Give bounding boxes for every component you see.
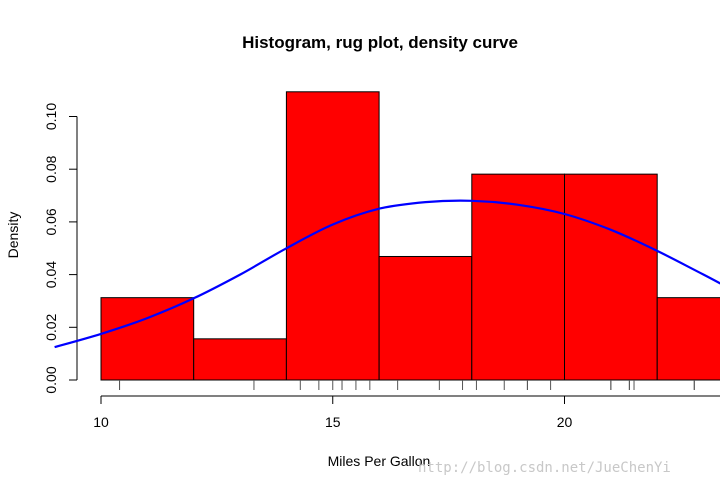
y-axis-label: Density [5, 212, 21, 259]
histogram-bar [285, 91, 380, 381]
x-tick-label: 20 [557, 414, 573, 430]
y-axis: 0.00 0.02 0.04 0.06 0.08 0.10 [43, 103, 78, 394]
histogram-bar [378, 255, 473, 381]
density-curve-group [54, 199, 720, 349]
histogram-bar [100, 297, 195, 381]
y-tick-label: 0.02 [43, 313, 59, 340]
y-tick-label: 0.06 [43, 208, 59, 235]
histogram-bar [193, 338, 287, 381]
y-tick-label: 0.00 [43, 366, 59, 393]
watermark-text: http://blog.csdn.net/JueChenYi [418, 460, 671, 476]
y-tick-label: 0.08 [43, 155, 59, 182]
y-tick-label: 0.10 [43, 103, 59, 130]
x-tick-label: 10 [93, 414, 109, 430]
density-curve [54, 199, 720, 349]
x-axis-label: Miles Per Gallon [328, 453, 431, 469]
x-tick-label: 15 [325, 414, 341, 430]
y-tick-label: 0.04 [43, 261, 59, 288]
histogram-bar [564, 173, 658, 381]
rug-plot [119, 380, 695, 390]
histogram-bar [471, 173, 565, 381]
x-axis: 1015202530 [93, 395, 720, 430]
histogram-bar [656, 297, 720, 381]
chart-title: Histogram, rug plot, density curve [242, 33, 518, 52]
histogram-bars [100, 91, 720, 381]
